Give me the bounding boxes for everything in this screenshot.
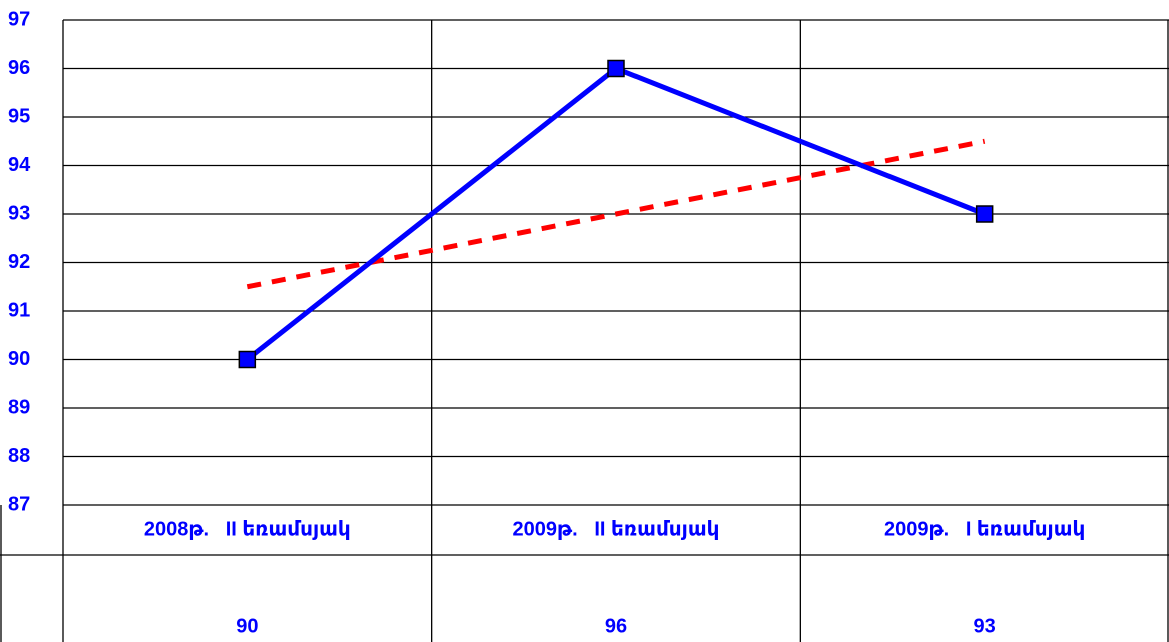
- y-tick-label: 91: [8, 299, 30, 321]
- table-value: 93: [974, 615, 996, 637]
- x-tick-label: 2009թ. I եռամսյակ: [884, 518, 1085, 540]
- y-tick-label: 95: [8, 105, 30, 127]
- x-tick-label: 2009թ. II եռամսյակ: [513, 518, 720, 540]
- marker: [238, 350, 257, 369]
- y-tick-label: 90: [8, 348, 30, 370]
- marker: [607, 59, 625, 78]
- table-value: 90: [236, 615, 258, 637]
- y-tick-label: 87: [8, 493, 30, 515]
- y-tick-label: 94: [8, 154, 31, 176]
- y-tick-label: 97: [8, 8, 30, 30]
- y-tick-label: 92: [8, 251, 30, 273]
- y-tick-label: 88: [8, 445, 30, 467]
- x-tick-label: 2008թ. II եռամսյակ: [144, 518, 351, 540]
- y-tick-label: 89: [8, 396, 30, 418]
- marker: [975, 205, 994, 223]
- table-value: 96: [605, 615, 627, 637]
- y-tick-label: 93: [8, 202, 30, 224]
- y-tick-label: 96: [8, 57, 30, 79]
